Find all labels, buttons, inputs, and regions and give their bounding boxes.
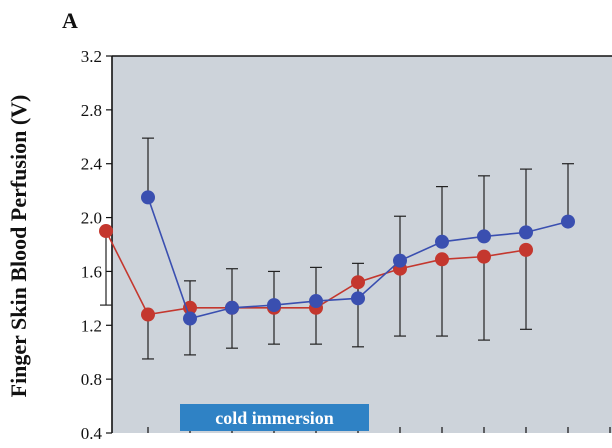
y-tick-label: 1.2 — [81, 316, 102, 335]
data-point — [393, 253, 407, 268]
annotation: cold immersion — [180, 404, 369, 431]
data-point — [183, 311, 197, 326]
y-tick-label: 2.8 — [81, 101, 102, 120]
y-tick-label: 2.0 — [81, 209, 102, 228]
data-point — [519, 225, 533, 240]
y-tick-label: 3.2 — [81, 47, 102, 66]
data-point — [477, 249, 491, 264]
y-tick-label: 1.6 — [81, 262, 102, 281]
data-point — [267, 298, 281, 313]
y-tick-label: 0.4 — [81, 424, 103, 443]
y-ticks: 3.2 2.8 2.4 2.0 1.6 1.2 0.8 0.4 — [81, 47, 611, 443]
data-point — [183, 300, 197, 315]
annotation-label: cold immersion — [215, 408, 334, 428]
y-tick-label: 2.4 — [81, 155, 103, 174]
data-point — [519, 242, 533, 257]
data-point — [309, 294, 323, 309]
data-point — [561, 214, 575, 229]
y-axis-label: Finger Skin Blood Perfusion (V) — [6, 95, 31, 398]
data-point — [477, 229, 491, 244]
annotation-box — [180, 404, 369, 431]
data-point — [99, 224, 113, 239]
data-point — [351, 291, 365, 306]
y-tick-label: 0.8 — [81, 370, 102, 389]
data-point — [141, 190, 155, 205]
data-point — [225, 300, 239, 315]
data-point — [435, 234, 449, 249]
data-point — [141, 307, 155, 322]
plot-background — [112, 56, 612, 433]
data-point — [351, 275, 365, 290]
panel-label: A — [62, 8, 78, 33]
data-series — [99, 137, 575, 360]
plot-area — [112, 56, 612, 433]
data-point — [435, 252, 449, 267]
